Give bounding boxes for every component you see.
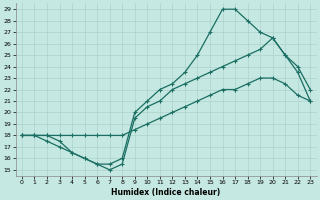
X-axis label: Humidex (Indice chaleur): Humidex (Indice chaleur) (111, 188, 221, 197)
